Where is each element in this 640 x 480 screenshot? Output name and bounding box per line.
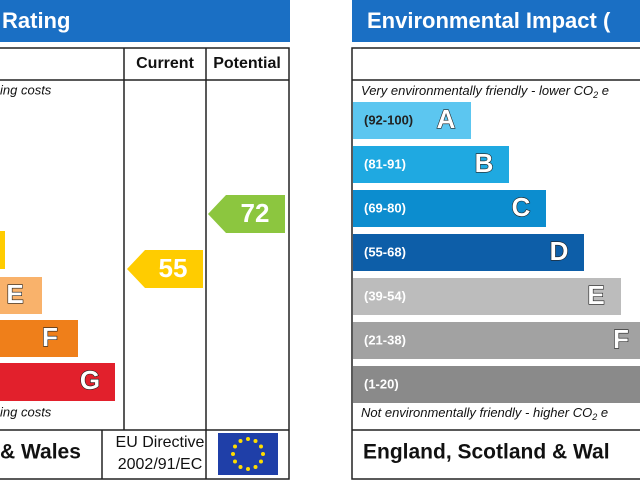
band-letter: F	[613, 324, 629, 354]
star	[261, 452, 265, 456]
star	[233, 444, 238, 449]
note-sub: 2	[591, 412, 597, 422]
band-bar	[353, 190, 546, 227]
band-bar	[353, 234, 584, 271]
note-sub: 2	[592, 90, 598, 100]
band-bar	[0, 363, 115, 401]
band-range: (69-80)	[364, 200, 406, 215]
star	[231, 452, 235, 456]
column-header: Potential	[213, 55, 281, 72]
band-bar	[353, 366, 640, 403]
star	[246, 437, 250, 441]
band-letter: D	[550, 236, 569, 266]
directive: EU Directive	[116, 434, 205, 451]
left-frame	[0, 47, 290, 480]
left-title: Rating	[2, 8, 70, 33]
band-range: (39-54)	[364, 288, 406, 303]
band-bar	[353, 322, 640, 359]
note: ing costs	[0, 82, 52, 97]
band-range: (55-68)	[364, 244, 406, 259]
band-letter: E	[587, 280, 604, 310]
right-title: Environmental Impact (	[367, 8, 611, 33]
star	[233, 459, 238, 464]
band-letter: A	[437, 104, 456, 134]
potential-rating: 72	[241, 198, 270, 228]
note: ing costs	[0, 404, 52, 419]
band-bar	[353, 146, 509, 183]
band-letter: E	[6, 279, 23, 309]
band-letter: G	[80, 365, 100, 395]
directive: 2002/91/EC	[118, 456, 203, 473]
band-range: (92-100)	[364, 112, 413, 127]
star	[246, 467, 250, 471]
right-frame	[351, 47, 640, 480]
band-letter: C	[512, 192, 531, 222]
star	[253, 439, 258, 444]
note-text: Not environmentally friendly - higher CO	[361, 405, 592, 420]
note-text: e	[597, 405, 608, 420]
star	[258, 444, 263, 449]
star	[258, 459, 263, 464]
note: Very environmentally friendly - lower CO…	[361, 83, 609, 100]
eu-stars	[231, 437, 265, 471]
column-header: Current	[136, 55, 194, 72]
note: Not environmentally friendly - higher CO…	[361, 405, 608, 422]
band-range: (1-20)	[364, 376, 399, 391]
star	[253, 464, 258, 469]
current-arrow	[127, 250, 203, 288]
band-bar	[353, 102, 471, 139]
band-letter: F	[42, 322, 58, 352]
title-bar	[0, 0, 290, 42]
footer: & Wales	[0, 441, 81, 464]
current-rating: 55	[159, 253, 188, 283]
band-bar	[0, 320, 78, 357]
title-bar	[352, 0, 640, 42]
note-text: Very environmentally friendly - lower CO	[361, 83, 593, 98]
band-bar	[0, 231, 5, 269]
band-bar	[353, 278, 621, 315]
band-bar	[0, 277, 42, 314]
star	[238, 439, 243, 444]
band-range: (81-91)	[364, 156, 406, 171]
footer: England, Scotland & Wal	[363, 441, 610, 464]
potential-arrow	[208, 195, 285, 233]
note-text: e	[598, 83, 609, 98]
star	[238, 464, 243, 469]
band-letter: B	[475, 148, 494, 178]
band-list: (92-100) A (81-91) B (69-80) C (55-68) D (39-54)…	[353, 102, 640, 403]
band-range: (21-38)	[364, 332, 406, 347]
